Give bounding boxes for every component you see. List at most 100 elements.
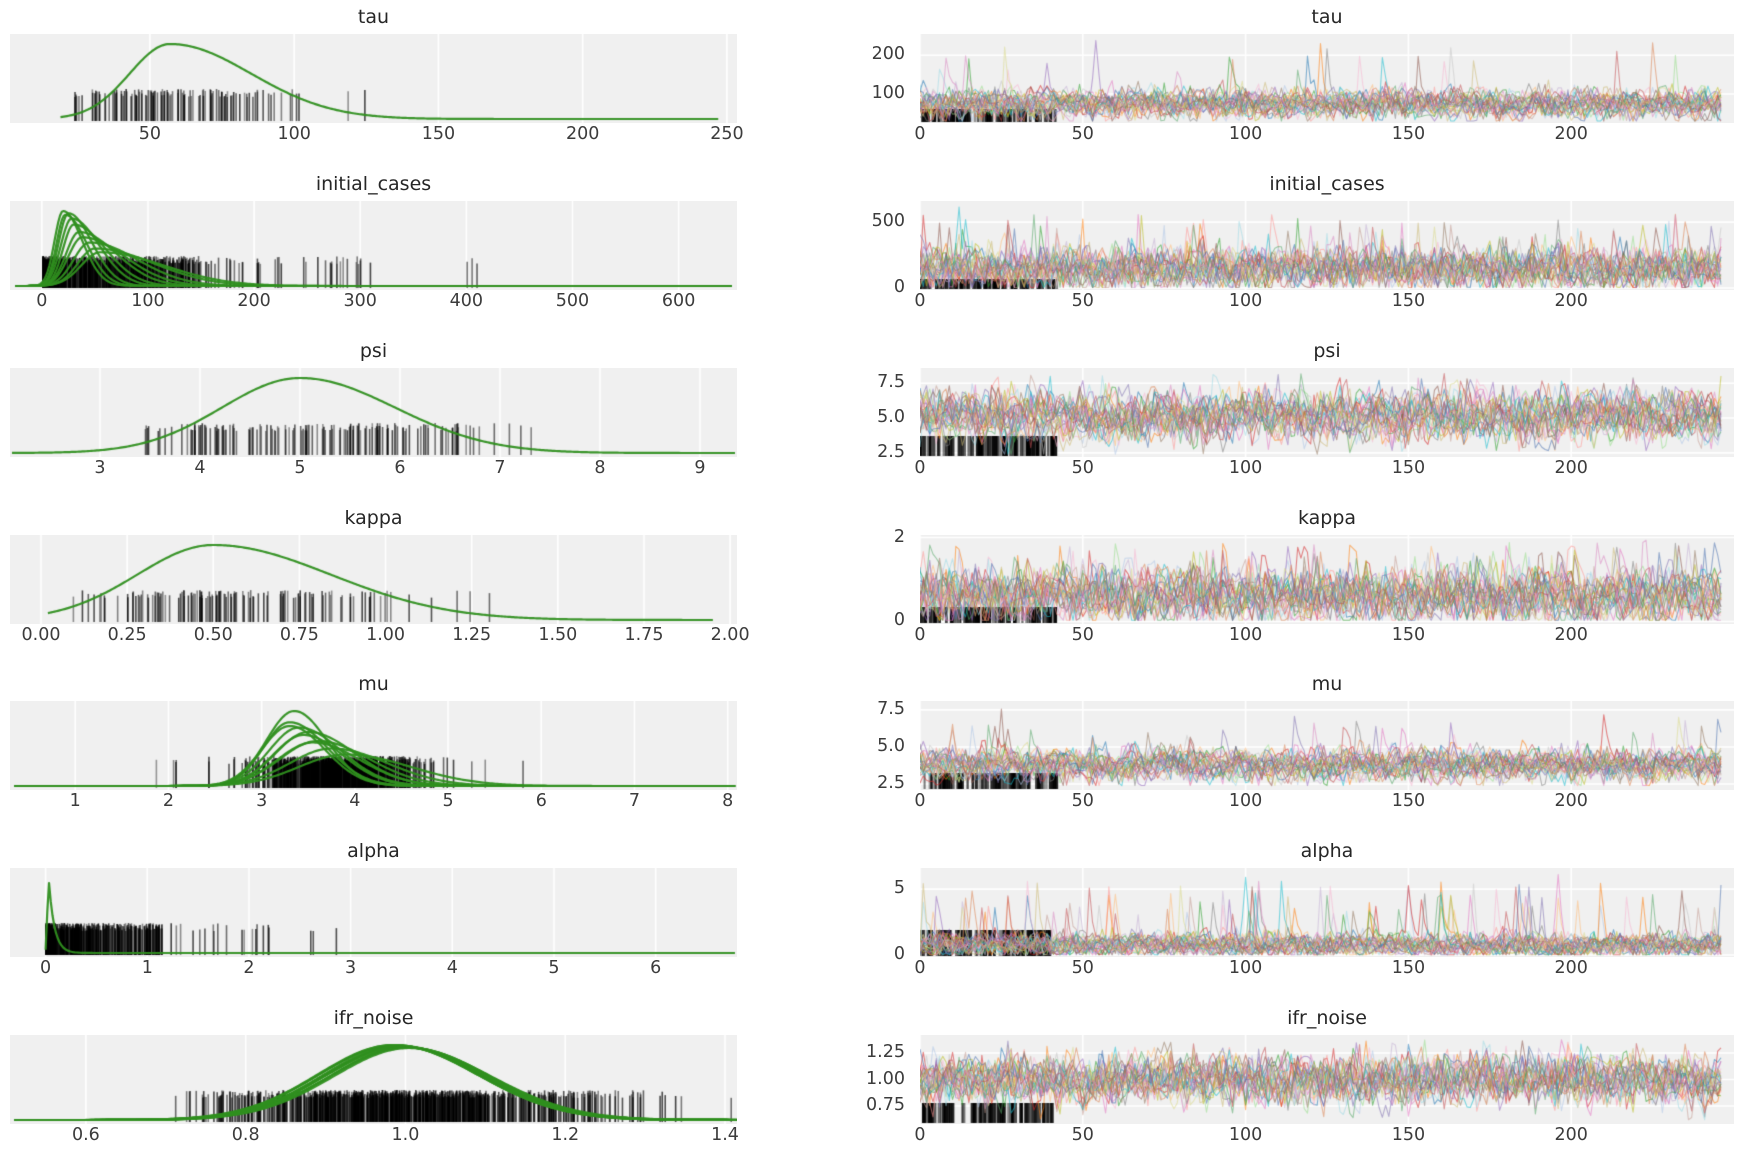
trace-yticks-psi: 2.5 5.0 7.5 <box>805 368 910 462</box>
trace-xticks-ifr-noise: 0 50 100 150 200 <box>914 1125 1734 1149</box>
x-tick-label: 200 <box>565 124 600 144</box>
x-tick-label: 9 <box>694 458 706 478</box>
x-tick-label: 150 <box>1391 791 1426 811</box>
density-xticks-ifr-noise: 0.6 0.8 1.0 1.2 1.4 <box>10 1125 739 1149</box>
trace-plot-mu <box>920 701 1734 790</box>
trace-plot-alpha <box>920 868 1734 957</box>
density-title-tau: tau <box>357 6 390 28</box>
x-tick-label: 1.25 <box>452 625 492 645</box>
x-tick-label: 1 <box>69 791 81 811</box>
trace-plot-kappa <box>920 535 1734 624</box>
trace-plot-initial-cases <box>920 201 1734 290</box>
trace-yticks-initial-cases: 0 500 <box>805 201 910 297</box>
y-tick-label: 2 <box>893 526 905 547</box>
trace-xticks-kappa: 0 50 100 150 200 <box>914 625 1734 649</box>
density-xticks-mu: 1 2 3 4 5 6 7 8 <box>10 791 737 815</box>
x-tick-label: 50 <box>1071 1125 1094 1145</box>
density-title-psi: psi <box>359 340 388 362</box>
x-tick-label: 0.8 <box>231 1125 260 1145</box>
y-tick-label: 1.25 <box>866 1042 905 1062</box>
x-tick-label: 150 <box>1391 124 1426 144</box>
trace-title-initial-cases: initial_cases <box>1269 173 1385 195</box>
x-tick-label: 1.50 <box>538 625 578 645</box>
y-tick-label: 2.5 <box>877 441 905 462</box>
x-tick-label: 100 <box>131 291 165 311</box>
y-tick-label: 200 <box>871 44 905 65</box>
x-tick-label: 5 <box>442 791 454 811</box>
x-tick-label: 6 <box>535 791 547 811</box>
density-title-mu: mu <box>358 673 389 695</box>
trace-plot-ifr-noise <box>920 1035 1734 1124</box>
row-mu: mu mu 1 2 3 4 5 6 7 8 0 50 100 150 200 2.5 5.0 7.5 <box>0 667 1744 834</box>
trace-plot-psi <box>920 368 1734 457</box>
density-title-kappa: kappa <box>344 507 403 529</box>
x-tick-label: 600 <box>661 291 696 311</box>
x-tick-label: 8 <box>722 791 734 811</box>
x-tick-label: 100 <box>1228 1125 1263 1145</box>
x-tick-label: 100 <box>1228 291 1263 311</box>
y-tick-label: 5 <box>893 878 905 899</box>
x-tick-label: 0.25 <box>107 625 147 645</box>
trace-xticks-initial-cases: 0 50 100 150 200 <box>914 291 1734 315</box>
x-tick-label: 1.2 <box>551 1125 580 1145</box>
x-tick-label: 0 <box>914 458 926 478</box>
trace-xticks-tau: 0 50 100 150 200 <box>914 124 1734 148</box>
density-plot-psi <box>10 368 737 457</box>
x-tick-label: 150 <box>1391 1125 1426 1145</box>
row-kappa: kappa kappa 0.00 0.25 0.50 0.75 1.00 1.25 1.50… <box>0 501 1744 668</box>
x-tick-label: 1.0 <box>391 1125 420 1145</box>
x-tick-label: 0.6 <box>71 1125 100 1145</box>
x-tick-label: 1.4 <box>711 1125 739 1145</box>
x-tick-label: 300 <box>343 291 377 311</box>
y-tick-label: 0 <box>893 277 905 298</box>
x-tick-label: 100 <box>1228 124 1263 144</box>
x-tick-label: 0 <box>40 958 52 978</box>
density-xticks-initial-cases: 0 100 200 300 400 500 600 <box>10 291 737 315</box>
x-tick-label: 100 <box>1228 625 1263 645</box>
x-tick-label: 8 <box>594 458 606 478</box>
density-title-ifr-noise: ifr_noise <box>333 1007 414 1029</box>
x-tick-label: 50 <box>138 124 162 144</box>
x-tick-label: 0 <box>914 124 926 144</box>
x-tick-label: 2 <box>243 958 255 978</box>
x-tick-label: 1.00 <box>366 625 406 645</box>
x-tick-label: 6 <box>394 458 406 478</box>
row-tau: tau tau 50 100 150 200 250 0 50 100 150 200 100 2… <box>0 0 1744 167</box>
x-tick-label: 250 <box>710 124 744 144</box>
trace-yticks-ifr-noise: 0.75 1.00 1.25 <box>805 1035 910 1124</box>
x-tick-label: 0.75 <box>279 625 319 645</box>
x-tick-label: 200 <box>1554 625 1588 645</box>
x-tick-label: 2 <box>162 791 175 811</box>
density-plot-ifr-noise <box>10 1035 737 1124</box>
x-tick-label: 200 <box>1554 791 1588 811</box>
x-tick-label: 2.00 <box>710 625 750 645</box>
x-tick-label: 150 <box>1391 458 1426 478</box>
trace-title-kappa: kappa <box>1297 507 1357 529</box>
x-tick-label: 150 <box>1391 291 1426 311</box>
trace-title-mu: mu <box>1311 673 1343 695</box>
y-tick-label: 7.5 <box>877 372 905 393</box>
trace-xticks-mu: 0 50 100 150 200 <box>914 791 1734 815</box>
x-tick-label: 50 <box>1071 958 1094 978</box>
x-tick-label: 0.00 <box>21 625 61 645</box>
x-tick-label: 7 <box>628 791 641 811</box>
x-tick-label: 4 <box>349 791 361 811</box>
x-tick-label: 200 <box>1554 291 1588 311</box>
y-tick-label: 0 <box>893 944 905 965</box>
x-tick-label: 1 <box>141 958 153 978</box>
density-plot-initial-cases <box>10 201 737 290</box>
y-tick-label: 100 <box>871 82 905 103</box>
x-tick-label: 200 <box>1554 1125 1588 1145</box>
x-tick-label: 5 <box>294 458 306 478</box>
x-tick-label: 0 <box>914 791 926 811</box>
x-tick-label: 0 <box>914 291 926 311</box>
trace-plot-tau <box>920 34 1734 123</box>
x-tick-label: 6 <box>650 958 662 978</box>
y-tick-label: 5.0 <box>877 407 905 428</box>
trace-xticks-alpha: 0 50 100 150 200 <box>914 958 1734 982</box>
density-plot-mu <box>10 701 737 790</box>
x-tick-label: 150 <box>1391 625 1426 645</box>
density-title-initial-cases: initial_cases <box>315 173 432 195</box>
